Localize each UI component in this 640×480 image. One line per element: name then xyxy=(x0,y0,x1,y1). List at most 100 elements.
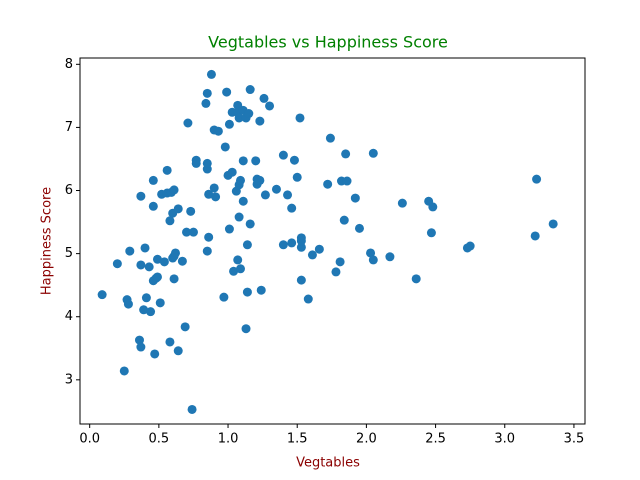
point xyxy=(241,324,251,334)
point xyxy=(234,113,244,123)
point xyxy=(150,349,160,359)
point xyxy=(244,109,254,119)
point xyxy=(148,175,158,185)
point xyxy=(292,172,302,182)
x-tick-label: 1.5 xyxy=(287,432,308,447)
point xyxy=(325,133,335,143)
point xyxy=(112,259,122,269)
y-tick-label: 4 xyxy=(65,309,73,324)
y-tick-label: 6 xyxy=(65,183,73,198)
point xyxy=(296,275,306,285)
x-tick-label: 3.5 xyxy=(564,432,585,447)
point xyxy=(136,260,146,270)
point xyxy=(162,165,172,175)
x-tick-label: 2.0 xyxy=(356,432,377,447)
x-axis-label: Vegtables xyxy=(296,456,360,471)
point xyxy=(123,299,133,309)
point xyxy=(532,174,542,184)
point xyxy=(227,167,237,177)
point xyxy=(173,346,183,356)
point xyxy=(366,248,376,258)
point xyxy=(465,241,475,251)
point xyxy=(235,264,245,274)
point xyxy=(245,85,255,95)
point xyxy=(204,232,214,242)
point xyxy=(191,158,201,168)
point xyxy=(187,404,197,414)
point xyxy=(136,342,146,352)
point xyxy=(428,202,438,212)
point xyxy=(170,248,180,258)
point xyxy=(177,256,187,266)
point xyxy=(530,231,540,241)
point xyxy=(287,238,297,248)
y-axis-label: Happiness Score xyxy=(40,187,55,295)
y-tick-label: 5 xyxy=(65,246,73,261)
point xyxy=(385,252,395,262)
point xyxy=(303,294,313,304)
point xyxy=(256,285,266,295)
point xyxy=(224,224,234,234)
point xyxy=(341,149,351,159)
x-tick-label: 0.0 xyxy=(79,432,100,447)
point xyxy=(350,193,360,203)
x-tick-label: 3.0 xyxy=(494,432,515,447)
point xyxy=(182,227,192,237)
point xyxy=(148,201,158,211)
point xyxy=(235,175,245,185)
point xyxy=(238,156,248,166)
point xyxy=(271,184,281,194)
point xyxy=(339,215,349,225)
point xyxy=(314,244,324,254)
point xyxy=(152,272,162,282)
point xyxy=(202,246,212,256)
point xyxy=(141,293,151,303)
point xyxy=(169,274,179,284)
point xyxy=(188,227,198,237)
point xyxy=(278,150,288,160)
point xyxy=(206,69,216,79)
point xyxy=(222,87,232,97)
point xyxy=(134,335,144,345)
point xyxy=(213,126,223,136)
point xyxy=(238,196,248,206)
point xyxy=(307,250,317,260)
point xyxy=(97,290,107,300)
point xyxy=(426,228,436,238)
point xyxy=(119,366,129,376)
y-tick-label: 7 xyxy=(65,120,73,135)
point xyxy=(283,190,293,200)
point xyxy=(245,219,255,229)
point xyxy=(548,219,558,229)
point xyxy=(229,266,239,276)
point xyxy=(368,148,378,158)
point xyxy=(186,206,196,216)
y-tick-label: 3 xyxy=(65,372,73,387)
plot-frame xyxy=(79,57,586,425)
point xyxy=(211,192,221,202)
point xyxy=(397,198,407,208)
point xyxy=(331,267,341,277)
chart-title: Vegtables vs Happiness Score xyxy=(208,33,448,52)
point xyxy=(146,307,156,317)
x-tick-label: 2.5 xyxy=(425,432,446,447)
point xyxy=(265,101,275,111)
point xyxy=(255,175,265,185)
point xyxy=(140,243,150,253)
point xyxy=(411,274,421,284)
point xyxy=(260,190,270,200)
point xyxy=(342,176,352,186)
point xyxy=(155,298,165,308)
point xyxy=(295,113,305,123)
point xyxy=(180,322,190,332)
point xyxy=(234,212,244,222)
point xyxy=(202,88,212,98)
point xyxy=(136,191,146,201)
point xyxy=(233,255,243,265)
point xyxy=(296,236,306,246)
point xyxy=(224,119,234,129)
point xyxy=(201,98,211,108)
point xyxy=(255,116,265,126)
y-tick-label: 8 xyxy=(65,57,73,72)
